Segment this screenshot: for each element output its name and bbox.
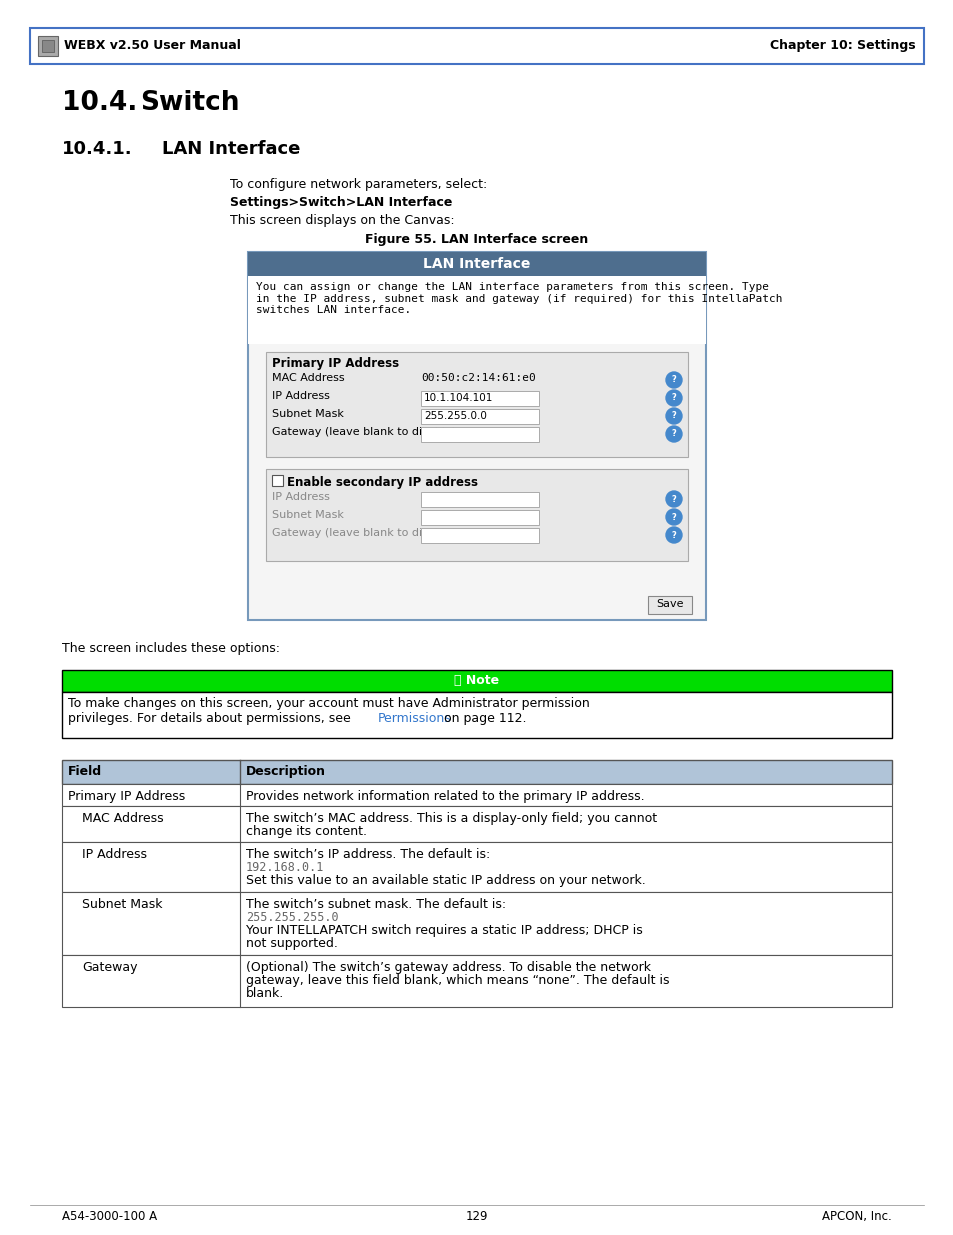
Text: ?: ?: [671, 430, 676, 438]
Text: privileges. For details about permissions, see: privileges. For details about permission…: [68, 713, 355, 725]
Text: 129: 129: [465, 1210, 488, 1223]
Bar: [62, 671, 891, 692]
Text: 255.255.0.0: 255.255.0.0: [423, 411, 486, 421]
Circle shape: [665, 426, 681, 442]
Bar: [248, 252, 705, 275]
Text: LAN Interface: LAN Interface: [162, 140, 300, 158]
Bar: [266, 469, 687, 561]
Text: (Optional) The switch’s gateway address. To disable the network: (Optional) The switch’s gateway address.…: [246, 961, 650, 974]
Text: Settings>Switch>LAN Interface: Settings>Switch>LAN Interface: [230, 196, 452, 209]
Text: Set this value to an available static IP address on your network.: Set this value to an available static IP…: [246, 874, 645, 887]
Text: Subnet Mask: Subnet Mask: [82, 898, 162, 911]
Text: Gateway (leave blank to disable): Gateway (leave blank to disable): [272, 427, 456, 437]
Circle shape: [665, 509, 681, 525]
Text: Switch: Switch: [140, 90, 239, 116]
Bar: [30, 28, 923, 64]
Text: IP Address: IP Address: [272, 492, 330, 501]
Text: on page 112.: on page 112.: [439, 713, 526, 725]
Circle shape: [665, 527, 681, 543]
Text: To configure network parameters, select:: To configure network parameters, select:: [230, 178, 487, 191]
Text: ?: ?: [671, 394, 676, 403]
Text: 192.168.0.1: 192.168.0.1: [246, 861, 324, 874]
Text: A54-3000-100 A: A54-3000-100 A: [62, 1210, 157, 1223]
Text: The switch’s IP address. The default is:: The switch’s IP address. The default is:: [246, 848, 490, 861]
Text: not supported.: not supported.: [246, 937, 337, 950]
Text: blank.: blank.: [246, 987, 284, 1000]
Text: IP Address: IP Address: [82, 848, 147, 861]
Bar: [62, 842, 891, 892]
Text: Permissions: Permissions: [377, 713, 452, 725]
Bar: [62, 955, 891, 1007]
Bar: [38, 36, 58, 56]
Text: Enable secondary IP address: Enable secondary IP address: [287, 475, 477, 489]
Text: This screen displays on the Canvas:: This screen displays on the Canvas:: [230, 214, 455, 227]
Text: IP Address: IP Address: [272, 391, 330, 401]
Text: APCON, Inc.: APCON, Inc.: [821, 1210, 891, 1223]
Text: MAC Address: MAC Address: [272, 373, 344, 383]
Circle shape: [665, 372, 681, 388]
Bar: [420, 427, 538, 442]
Text: gateway, leave this field blank, which means “none”. The default is: gateway, leave this field blank, which m…: [246, 974, 669, 987]
Text: ?: ?: [671, 494, 676, 504]
Text: Primary IP Address: Primary IP Address: [68, 790, 185, 803]
Circle shape: [665, 390, 681, 406]
Bar: [420, 409, 538, 424]
Circle shape: [665, 408, 681, 424]
Text: change its content.: change its content.: [246, 825, 367, 839]
Bar: [420, 529, 538, 543]
Bar: [62, 760, 891, 784]
Circle shape: [665, 492, 681, 508]
Text: 10.4.1.: 10.4.1.: [62, 140, 132, 158]
Text: Subnet Mask: Subnet Mask: [272, 510, 343, 520]
Text: You can assign or change the LAN interface parameters from this screen. Type
in : You can assign or change the LAN interfa…: [255, 282, 781, 315]
Bar: [420, 510, 538, 525]
Text: Gateway: Gateway: [82, 961, 137, 974]
Text: WEBX v2.50 User Manual: WEBX v2.50 User Manual: [64, 40, 240, 52]
Text: LAN Interface: LAN Interface: [423, 257, 530, 270]
Bar: [62, 784, 891, 806]
Text: MAC Address: MAC Address: [82, 811, 164, 825]
Text: Provides network information related to the primary IP address.: Provides network information related to …: [246, 790, 644, 803]
Text: Field: Field: [68, 764, 102, 778]
Bar: [420, 391, 538, 406]
Text: To make changes on this screen, your account must have Administrator permission: To make changes on this screen, your acc…: [68, 697, 589, 710]
Text: Primary IP Address: Primary IP Address: [272, 357, 398, 370]
Text: Gateway (leave blank to disable): Gateway (leave blank to disable): [272, 529, 456, 538]
Bar: [62, 692, 891, 739]
Text: Save: Save: [656, 599, 683, 609]
Bar: [62, 892, 891, 955]
Bar: [647, 597, 691, 614]
Text: 10.1.104.101: 10.1.104.101: [423, 393, 493, 403]
Text: The screen includes these options:: The screen includes these options:: [62, 642, 280, 655]
Text: Chapter 10: Settings: Chapter 10: Settings: [770, 40, 915, 52]
Bar: [420, 492, 538, 508]
Bar: [266, 352, 687, 457]
Text: Your INTELLAPATCH switch requires a static IP address; DHCP is: Your INTELLAPATCH switch requires a stat…: [246, 924, 642, 937]
Text: The switch’s subnet mask. The default is:: The switch’s subnet mask. The default is…: [246, 898, 506, 911]
Text: 00:50:c2:14:61:e0: 00:50:c2:14:61:e0: [420, 373, 536, 383]
Text: Description: Description: [246, 764, 326, 778]
Text: Figure 55. LAN Interface screen: Figure 55. LAN Interface screen: [365, 233, 588, 246]
Bar: [62, 806, 891, 842]
Text: ?: ?: [671, 375, 676, 384]
Text: ?: ?: [671, 411, 676, 420]
Bar: [42, 40, 54, 52]
Text: ⑇ Note: ⑇ Note: [454, 674, 499, 687]
Bar: [248, 252, 705, 620]
Text: The switch’s MAC address. This is a display-only field; you cannot: The switch’s MAC address. This is a disp…: [246, 811, 657, 825]
Bar: [248, 275, 705, 345]
Bar: [272, 475, 283, 487]
Text: ?: ?: [671, 531, 676, 540]
Text: 10.4.: 10.4.: [62, 90, 137, 116]
Text: Subnet Mask: Subnet Mask: [272, 409, 343, 419]
Text: ?: ?: [671, 513, 676, 521]
Text: 255.255.255.0: 255.255.255.0: [246, 911, 338, 924]
